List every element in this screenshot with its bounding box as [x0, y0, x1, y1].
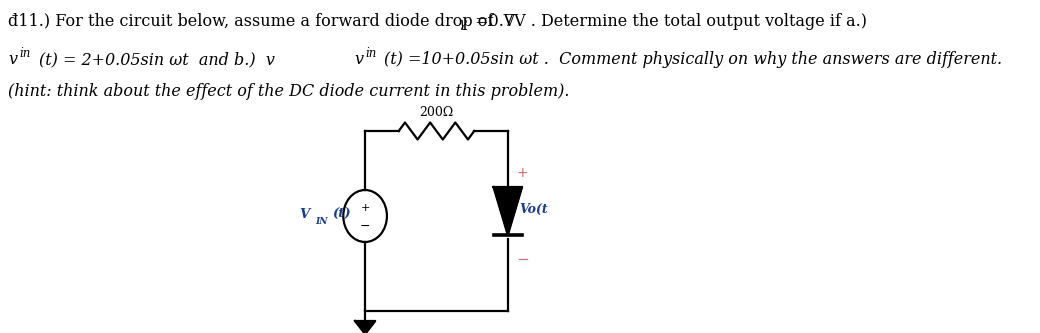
- Text: in: in: [365, 47, 376, 60]
- Text: +: +: [361, 203, 370, 213]
- Text: IN: IN: [315, 217, 328, 226]
- Text: in: in: [20, 47, 31, 60]
- Text: v: v: [8, 51, 18, 68]
- Text: −: −: [360, 219, 370, 232]
- Text: (t): (t): [333, 207, 352, 220]
- Text: v: v: [355, 51, 363, 68]
- Text: đ11.) For the circuit below, assume a forward diode drop of  V: đ11.) For the circuit below, assume a fo…: [8, 13, 516, 30]
- Text: (t) =10+0.05sin ωt .  Comment physically on why the answers are different.: (t) =10+0.05sin ωt . Comment physically …: [385, 51, 1003, 68]
- Polygon shape: [355, 321, 375, 333]
- Text: =0.7V . Determine the total output voltage if a.): =0.7V . Determine the total output volta…: [470, 13, 867, 30]
- Text: Vo(t: Vo(t: [520, 202, 548, 215]
- Text: V: V: [300, 207, 310, 220]
- Text: (t) = 2+0.05sin ωt  and b.)  v: (t) = 2+0.05sin ωt and b.) v: [38, 51, 275, 68]
- Text: 200Ω: 200Ω: [419, 106, 453, 119]
- Text: +: +: [516, 166, 528, 180]
- Polygon shape: [494, 187, 522, 235]
- Text: (hint: think about the effect of the DC diode current in this problem).: (hint: think about the effect of the DC …: [8, 83, 570, 100]
- Text: −: −: [516, 251, 529, 266]
- Text: γ: γ: [459, 17, 467, 30]
